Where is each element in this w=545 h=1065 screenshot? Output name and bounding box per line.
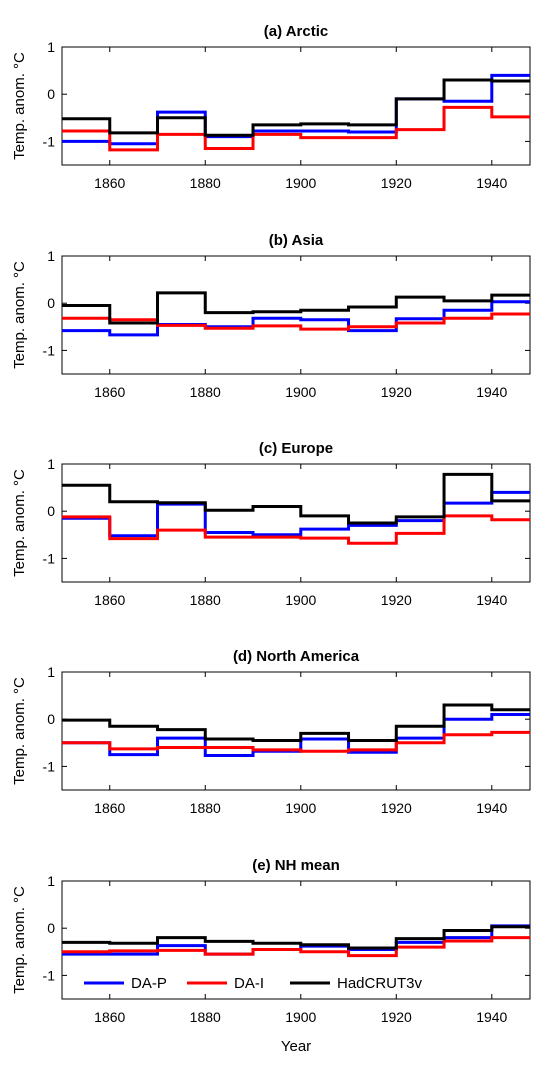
panel-2: (c) Europe 1860 1880 1900 1920 1940 -1 0 1 Temp. … (11, 440, 531, 608)
x-tick-label: 1880 (190, 800, 221, 816)
panel-1: (b) Asia 1860 1880 1900 1920 1940 -1 0 1 Temp. an… (11, 232, 531, 400)
series-line-da-p (62, 300, 530, 337)
panel-title: (d) North America (233, 648, 360, 665)
x-tick-label: 1900 (285, 1009, 316, 1025)
y-tick-label: -1 (43, 133, 56, 149)
series-line-hadcrut3v (62, 925, 530, 950)
y-tick-label: -1 (43, 342, 56, 358)
x-tick-label: 1920 (381, 592, 412, 608)
x-axis-label: Year (281, 1038, 311, 1055)
y-axis-label: Temp. anom. °C (11, 52, 28, 160)
y-tick-label: -1 (43, 758, 56, 774)
plot-area (61, 671, 531, 791)
x-tick-label: 1920 (381, 175, 412, 191)
x-tick-label: 1860 (94, 592, 125, 608)
y-axis-label: Temp. anom. °C (11, 886, 28, 994)
x-tick-label: 1860 (94, 175, 125, 191)
legend-label-hadcrut3v: HadCRUT3v (337, 975, 423, 992)
panel-0: (a) Arctic 1860 1880 1900 1920 1940 -1 0 1 Temp. … (11, 23, 531, 191)
x-tick-label: 1940 (476, 1009, 507, 1025)
plot-area (61, 255, 531, 375)
x-tick-label: 1940 (476, 592, 507, 608)
x-tick-label: 1920 (381, 384, 412, 400)
plot-area (61, 463, 531, 583)
x-tick-label: 1900 (285, 800, 316, 816)
panel-title: (c) Europe (259, 440, 333, 457)
legend-label-da-p: DA-P (131, 975, 167, 992)
panel-title: (b) Asia (269, 232, 324, 249)
x-tick-label: 1860 (94, 1009, 125, 1025)
x-tick-label: 1920 (381, 800, 412, 816)
y-tick-label: 0 (47, 295, 55, 311)
y-tick-label: 1 (47, 664, 55, 680)
series-line-da-i (62, 730, 530, 753)
x-tick-label: 1860 (94, 800, 125, 816)
y-tick-label: 0 (47, 503, 55, 519)
x-tick-label: 1880 (190, 1009, 221, 1025)
series-line-hadcrut3v (62, 703, 530, 742)
x-tick-label: 1900 (285, 592, 316, 608)
panel-title: (e) NH mean (252, 857, 340, 874)
series-line-hadcrut3v (62, 291, 530, 325)
y-axis-label: Temp. anom. °C (11, 677, 28, 785)
series-line-hadcrut3v (62, 78, 530, 137)
y-tick-label: 0 (47, 711, 55, 727)
x-tick-label: 1940 (476, 800, 507, 816)
y-tick-label: -1 (43, 550, 56, 566)
legend-label-da-i: DA-I (234, 975, 264, 992)
x-tick-label: 1940 (476, 384, 507, 400)
x-tick-label: 1880 (190, 592, 221, 608)
y-axis-label: Temp. anom. °C (11, 261, 28, 369)
x-tick-label: 1880 (190, 384, 221, 400)
series-line-hadcrut3v (62, 472, 530, 525)
y-tick-label: 1 (47, 873, 55, 889)
x-tick-label: 1860 (94, 384, 125, 400)
x-tick-label: 1900 (285, 175, 316, 191)
panel-3: (d) North America 1860 1880 1900 1920 1940 -1 0… (11, 648, 531, 816)
x-tick-label: 1880 (190, 175, 221, 191)
panel-4: (e) NH mean 1860 1880 1900 1920 1940 -1 0 1 Temp.… (11, 857, 531, 1055)
y-tick-label: 1 (47, 248, 55, 264)
series-line-da-i (62, 936, 530, 958)
x-tick-label: 1940 (476, 175, 507, 191)
y-tick-label: -1 (43, 967, 56, 983)
y-tick-label: 0 (47, 86, 55, 102)
y-tick-label: 1 (47, 39, 55, 55)
series-line-da-i (62, 105, 530, 152)
panel-title: (a) Arctic (264, 23, 328, 40)
y-axis-label: Temp. anom. °C (11, 469, 28, 577)
legend: DA-P DA-I HadCRUT3v (84, 975, 423, 992)
y-tick-label: 0 (47, 920, 55, 936)
x-tick-label: 1900 (285, 384, 316, 400)
x-tick-label: 1920 (381, 1009, 412, 1025)
y-tick-label: 1 (47, 456, 55, 472)
